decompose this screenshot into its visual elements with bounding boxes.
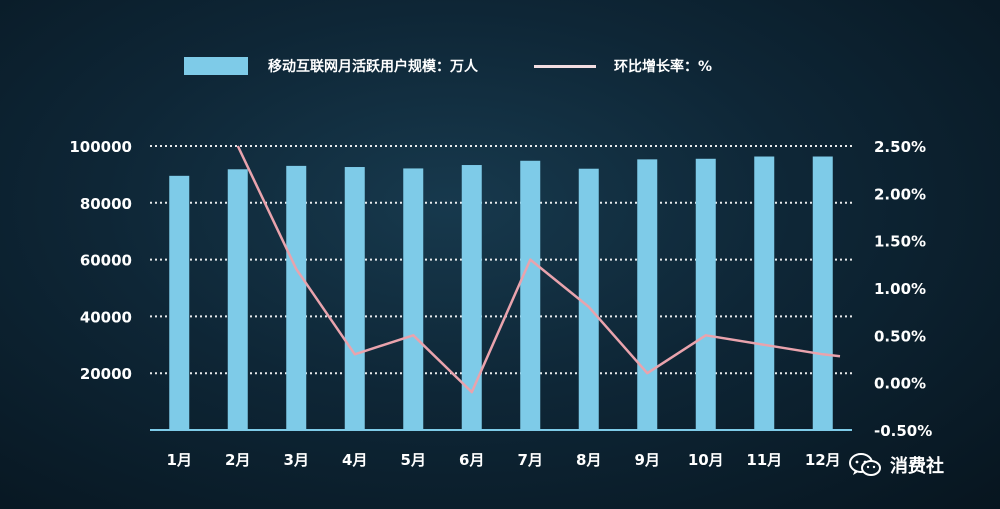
bar	[286, 165, 307, 430]
y-right-tick-label: 1.00%	[874, 280, 926, 298]
y-right-tick-label: 0.00%	[874, 375, 926, 393]
wechat-icon	[849, 453, 881, 476]
legend: 移动互联网月活跃用户规模：万人 环比增长率：%	[184, 56, 712, 76]
bar	[169, 175, 190, 430]
x-tick-label: 5月	[401, 451, 426, 469]
growth-rate-line	[236, 145, 841, 394]
bar	[227, 169, 248, 430]
bar	[754, 156, 775, 430]
legend-swatch-line	[534, 64, 596, 68]
x-tick-label: 12月	[805, 451, 841, 469]
y-left-tick-label: 20000	[80, 365, 132, 383]
x-tick-label: 9月	[635, 451, 660, 469]
y-left-tick-label: 60000	[80, 252, 132, 270]
x-tick-label: 8月	[576, 451, 601, 469]
x-tick-label: 7月	[518, 451, 543, 469]
x-tick-label: 6月	[459, 451, 484, 469]
y-right-tick-label: -0.50%	[874, 422, 932, 440]
bar	[520, 160, 541, 430]
x-tick-label: 1月	[167, 451, 192, 469]
y-left-tick-label: 100000	[69, 138, 132, 156]
watermark: 消费社	[848, 452, 944, 478]
x-tick-label: 2月	[225, 451, 250, 469]
bar	[578, 168, 599, 430]
y-left-tick-label: 40000	[80, 308, 132, 326]
x-tick-label: 4月	[342, 451, 367, 469]
x-tick-label: 3月	[284, 451, 309, 469]
x-tick-label: 11月	[746, 451, 782, 469]
legend-label-bars: 移动互联网月活跃用户规模：万人	[268, 59, 478, 75]
bar	[695, 158, 716, 430]
bar	[461, 165, 482, 430]
bar	[344, 167, 365, 431]
y-right-tick-label: 2.50%	[874, 138, 926, 156]
y-right-tick-label: 0.50%	[874, 327, 926, 345]
legend-swatch-bars	[184, 57, 248, 75]
x-tick-label: 10月	[688, 451, 724, 469]
bar	[812, 156, 833, 430]
bar	[637, 159, 658, 430]
y-right-tick-label: 1.50%	[874, 233, 926, 251]
bar	[403, 168, 424, 430]
y-left-tick-label: 80000	[80, 195, 132, 213]
watermark-text: 消费社	[890, 456, 944, 477]
legend-label-line: 环比增长率：%	[614, 59, 713, 75]
y-right-tick-label: 2.00%	[874, 185, 926, 203]
